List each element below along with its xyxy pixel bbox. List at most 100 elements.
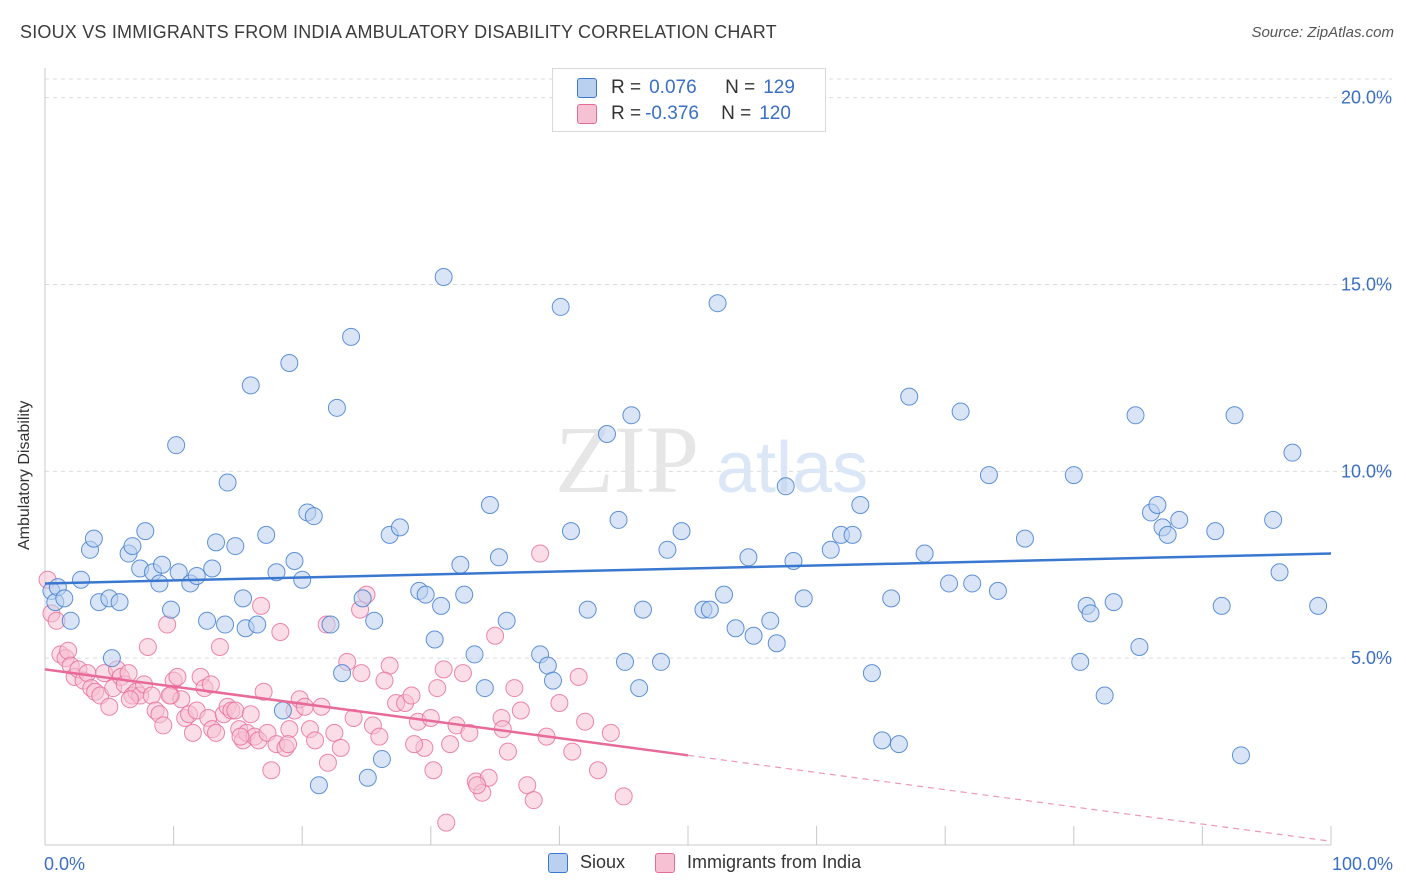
sioux-point <box>794 589 813 608</box>
india-point <box>279 735 298 754</box>
sioux-point <box>203 559 222 578</box>
sioux-point <box>285 552 304 571</box>
india-point <box>550 694 569 713</box>
sioux-point <box>1158 525 1177 544</box>
source-label: Source: ZipAtlas.com <box>1251 24 1394 41</box>
sioux-point <box>153 555 172 574</box>
sioux-point <box>1206 522 1225 541</box>
sioux-point <box>761 611 780 630</box>
india-point <box>588 761 607 780</box>
trend-lines <box>44 552 1332 842</box>
sioux-point <box>162 600 181 619</box>
legend-item-sioux[interactable]: Sioux <box>548 852 625 873</box>
sioux-point <box>309 776 328 795</box>
sioux-point <box>1126 406 1145 425</box>
sioux-point <box>372 750 391 769</box>
sioux-point <box>862 664 881 683</box>
sioux-point <box>241 376 260 395</box>
india-point <box>505 679 524 698</box>
india-point <box>325 723 344 742</box>
india-point <box>380 656 399 675</box>
india-point <box>168 667 187 686</box>
watermark-zip: ZIP <box>555 406 699 513</box>
sioux-point <box>455 585 474 604</box>
india-point <box>524 791 543 810</box>
sioux-point <box>434 268 453 287</box>
sioux-point <box>304 507 323 526</box>
sioux-point <box>187 566 206 585</box>
legend-item-india[interactable]: Immigrants from India <box>655 852 861 873</box>
india-point <box>511 701 530 720</box>
india-trend-line <box>44 668 689 757</box>
india-point <box>280 720 299 739</box>
sioux-point <box>900 387 919 406</box>
india-point <box>468 776 487 795</box>
india-point <box>100 697 119 716</box>
sioux-point <box>1270 563 1289 582</box>
legend-r-label: R = <box>611 77 642 98</box>
sioux-point <box>84 529 103 548</box>
sioux-trend-line <box>44 552 1332 585</box>
legend-label-sioux: Sioux <box>580 852 626 872</box>
legend-r-label: R = <box>611 103 642 124</box>
sioux-point <box>882 589 901 608</box>
sioux-point <box>951 402 970 421</box>
legend-n-label: N = <box>721 103 752 124</box>
sioux-point <box>551 297 570 316</box>
india-point <box>331 738 350 757</box>
sioux-point <box>1231 746 1250 765</box>
legend-label-india: Immigrants from India <box>687 852 862 872</box>
sioux-point <box>257 525 276 544</box>
correlation-legend: R = 0.076 N = 129 R = -0.376 N = 120 <box>552 68 826 132</box>
india-swatch-icon <box>577 104 597 124</box>
sioux-point <box>1130 637 1149 656</box>
india-point <box>59 641 78 660</box>
india-point <box>226 701 245 720</box>
india-point <box>441 735 460 754</box>
sioux-point <box>889 735 908 754</box>
sioux-point <box>1148 495 1167 514</box>
sioux-point <box>715 585 734 604</box>
sioux-point <box>988 581 1007 600</box>
india-point <box>428 679 447 698</box>
legend-row-sioux: R = 0.076 N = 129 <box>577 77 795 99</box>
sioux-point <box>167 436 186 455</box>
sioux-point <box>216 615 235 634</box>
india-trend-extension <box>687 754 1332 842</box>
sioux-point <box>273 701 292 720</box>
sioux-point <box>451 555 470 574</box>
india-point <box>254 682 273 701</box>
y-tick-label: 15.0% <box>1341 275 1392 295</box>
sioux-point <box>480 495 499 514</box>
india-point <box>402 686 421 705</box>
india-point <box>405 735 424 754</box>
sioux-point <box>72 570 91 589</box>
sioux-point <box>207 533 226 552</box>
series-legend: Sioux Immigrants from India <box>548 852 891 873</box>
watermark-atlas: atlas <box>716 428 868 508</box>
sioux-point <box>1081 604 1100 623</box>
sioux-point <box>615 652 634 671</box>
india-point <box>531 544 550 563</box>
india-point <box>160 686 179 705</box>
sioux-point <box>55 589 74 608</box>
sioux-point <box>1283 443 1302 462</box>
india-point <box>370 727 389 746</box>
india-point <box>142 686 161 705</box>
x-tick-label: 0.0% <box>44 854 85 874</box>
legend-r-value: -0.376 <box>645 103 699 124</box>
sioux-point <box>873 731 892 750</box>
sioux-point <box>425 630 444 649</box>
india-point <box>158 615 177 634</box>
sioux-point <box>726 619 745 638</box>
sioux-point <box>218 473 237 492</box>
tick-labels: 5.0% 10.0% 15.0% 20.0% 0.0% 100.0% <box>44 88 1393 874</box>
legend-n-value: 120 <box>759 103 791 124</box>
sioux-point <box>353 589 372 608</box>
india-point <box>201 675 220 694</box>
watermark: ZIP atlas <box>555 406 868 513</box>
sioux-point <box>543 671 562 690</box>
sioux-point <box>1095 686 1114 705</box>
sioux-point <box>963 574 982 593</box>
india-point <box>352 664 371 683</box>
